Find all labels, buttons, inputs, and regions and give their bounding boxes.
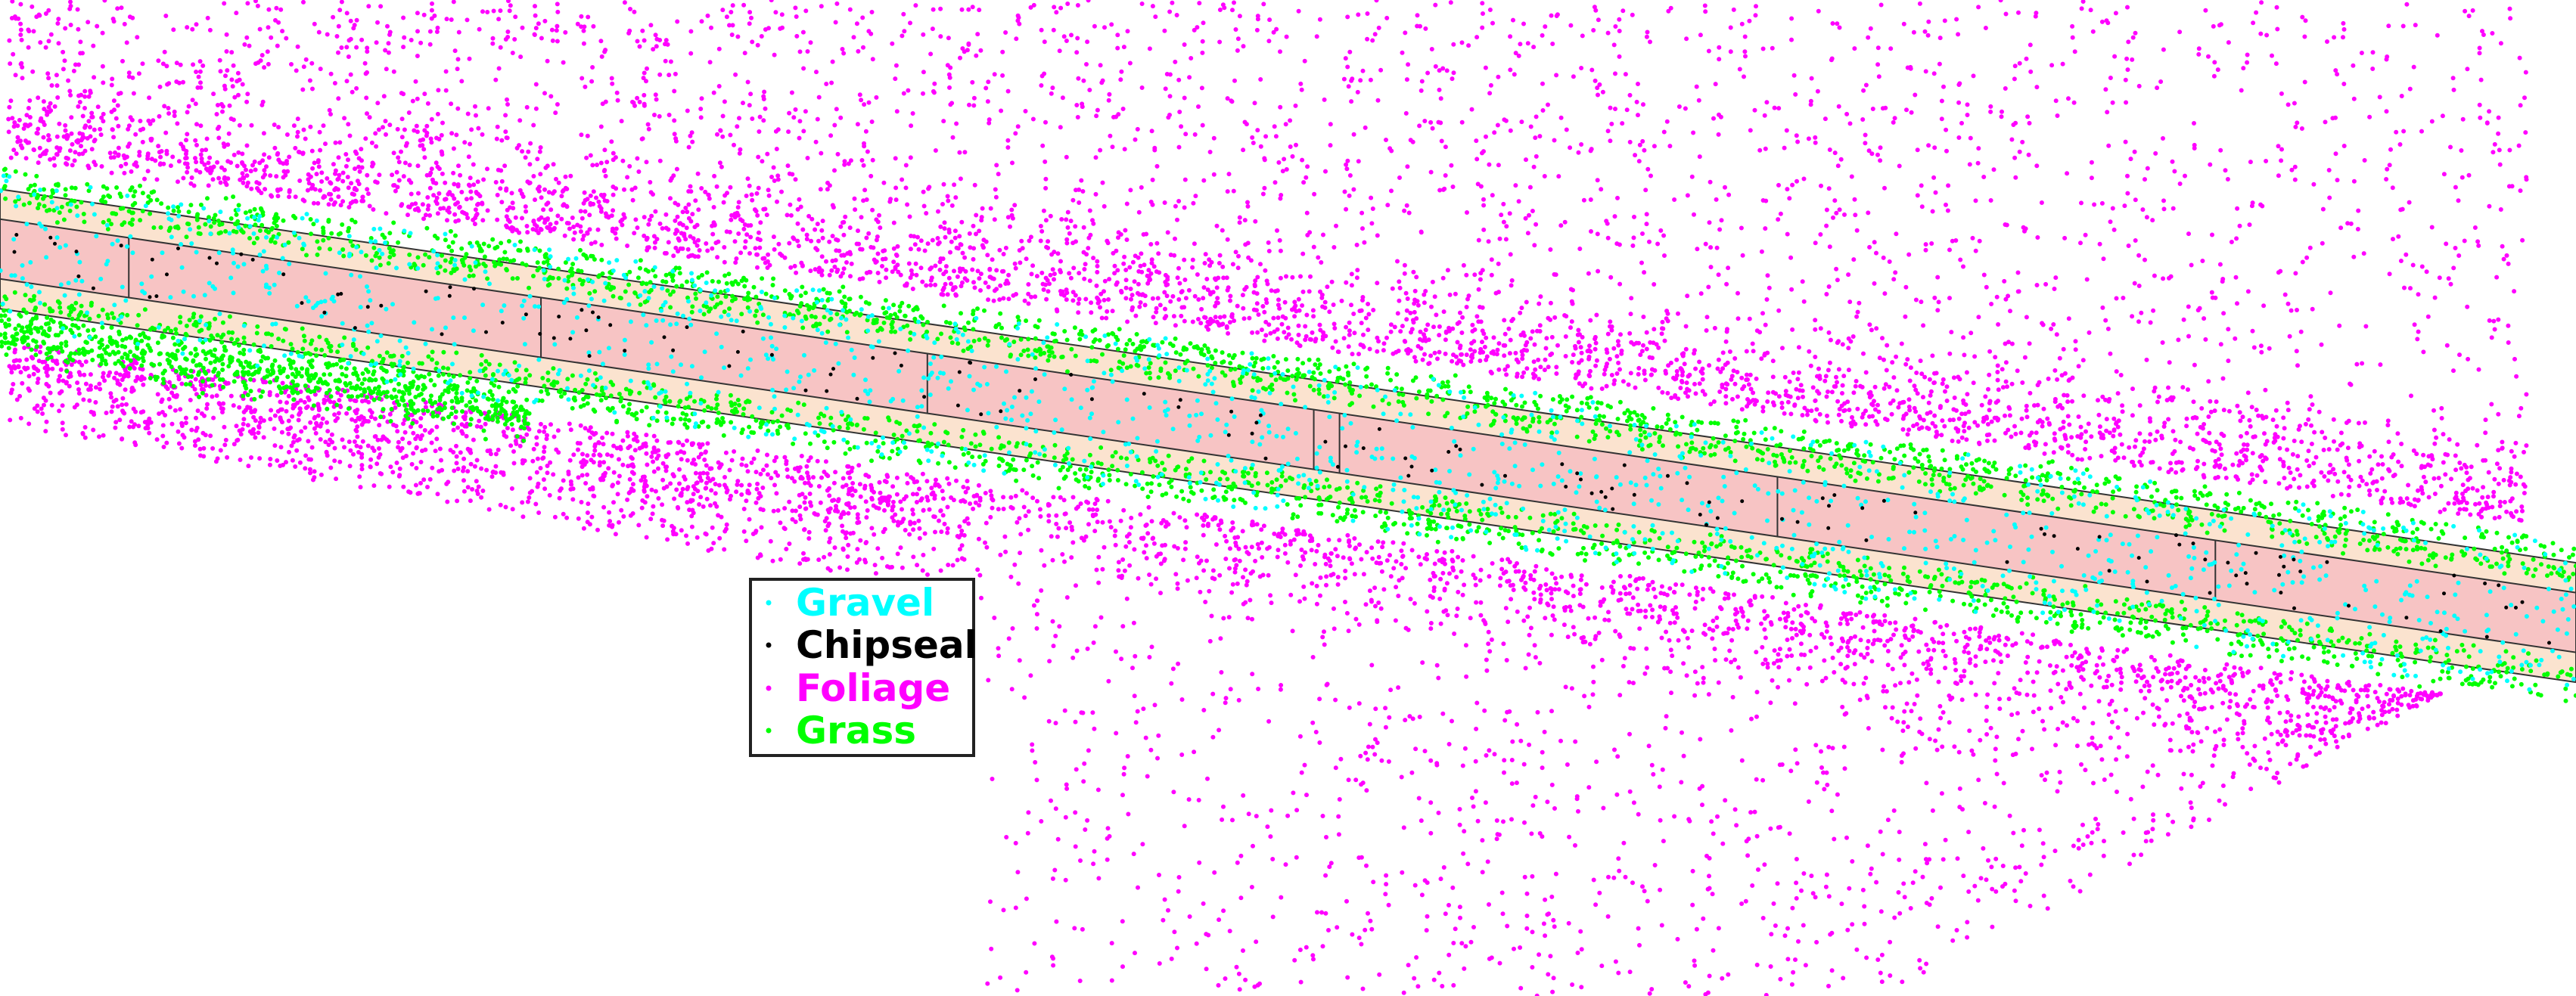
legend-label-foliage: Foliage xyxy=(796,666,950,710)
legend-marker-gravel xyxy=(766,600,772,606)
legend-item-chipseal: Chipseal xyxy=(766,623,977,667)
legend-label-chipseal: Chipseal xyxy=(796,623,977,667)
legend-marker-foliage xyxy=(766,686,772,691)
legend-label-grass: Grass xyxy=(796,709,916,752)
road-pavement xyxy=(0,219,2576,653)
legend-label-gravel: Gravel xyxy=(796,581,934,625)
legend-marker-grass xyxy=(766,728,772,734)
legend: Gravel Chipseal Foliage Grass xyxy=(750,579,977,756)
legend-marker-chipseal xyxy=(766,643,772,648)
